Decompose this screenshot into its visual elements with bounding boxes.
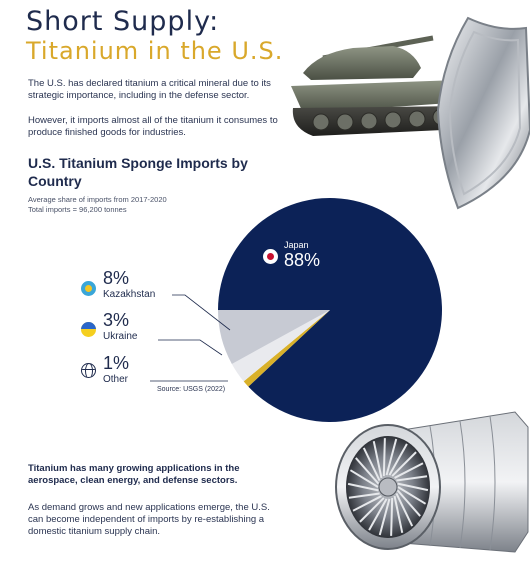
pie-slice-japan	[218, 197, 443, 422]
chart-subtitle-line-1: Average share of imports from 2017-2020	[28, 195, 167, 204]
intro-paragraph-1: The U.S. has declared titanium a critica…	[28, 78, 271, 101]
shield-illustration	[436, 16, 530, 210]
page-title-line-2: Titanium in the U.S.	[26, 37, 284, 65]
legend-kazakhstan-name: Kazakhstan	[103, 289, 156, 300]
legend-other-value: 1%	[103, 353, 130, 373]
chart-source: Source: USGS (2022)	[157, 386, 226, 393]
footer-paragraph: As demand grows and new applications eme…	[28, 502, 270, 537]
kazakhstan-flag-icon	[81, 281, 96, 296]
chart-subtitle: Average share of imports from 2017-2020 …	[28, 195, 167, 215]
pie-slice-ukraine	[231, 310, 330, 382]
pie-slice-kazakhstan	[218, 310, 330, 364]
tank-illustration	[291, 35, 465, 136]
intro-paragraph-2: However, it imports almost all of the ti…	[28, 115, 278, 138]
pie-slice-other	[243, 310, 330, 387]
chart-subtitle-line-2: Total imports = 96,200 tonnes	[28, 205, 127, 214]
chart-title: U.S. Titanium Sponge Imports by Country	[28, 155, 248, 189]
footer-bold-paragraph: Titanium has many growing applications i…	[28, 463, 240, 486]
legend-kazakhstan-value: 8%	[103, 268, 130, 288]
jet-engine-illustration	[335, 411, 529, 553]
pie-label-japan-value: 88%	[284, 250, 321, 270]
legend-ukraine-value: 3%	[103, 310, 130, 330]
leader-line-kazakhstan	[172, 294, 231, 331]
legend-ukraine-name: Ukraine	[103, 331, 138, 342]
pie-label-japan-name: Japan	[284, 240, 309, 250]
japan-flag-icon	[263, 249, 278, 264]
page-title-line-1: Short Supply:	[26, 6, 220, 37]
ukraine-flag-icon	[81, 322, 96, 337]
legend-other-name: Other	[103, 374, 129, 385]
globe-icon	[81, 363, 96, 378]
leader-line-ukraine	[158, 339, 223, 356]
